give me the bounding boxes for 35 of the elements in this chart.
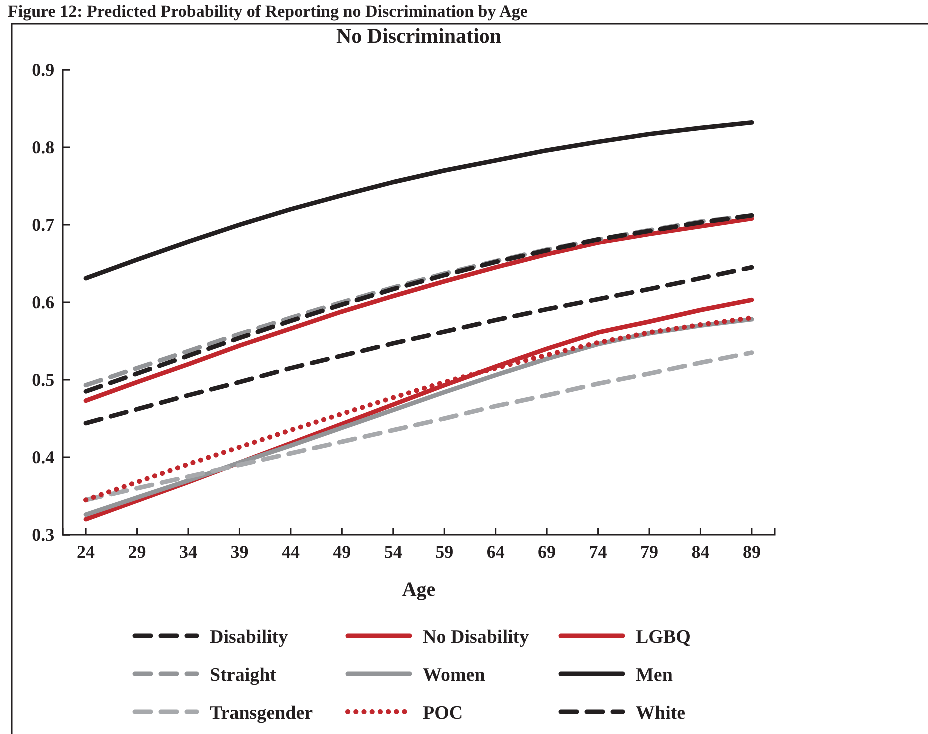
x-axis-title: Age [402,579,436,601]
x-tick-label: 59 [436,542,454,562]
legend-label: Straight [210,665,278,686]
x-tick-label: 54 [384,542,402,562]
y-tick-label: 0.5 [32,370,55,390]
x-tick-label: 49 [333,542,352,562]
x-tick-label: 24 [77,542,96,562]
y-tick-label: 0.3 [32,524,55,545]
y-tick-label: 0.8 [32,137,55,158]
x-tick-label: 74 [589,542,608,562]
x-tick-label: 39 [230,542,249,562]
legend-label: White [636,703,686,724]
legend-label: Men [636,665,674,686]
line-series [84,265,754,426]
x-tick-label: 79 [640,542,659,562]
y-tick-label: 0.6 [32,292,55,312]
x-tick-label: 29 [128,542,146,562]
legend-label: LGBQ [636,627,691,648]
x-tick-label: 69 [538,542,556,562]
x-tick-label: 64 [486,542,505,562]
x-tick-label: 89 [742,542,761,562]
x-tick-label: 44 [282,542,300,562]
chart-subtitle: No Discrimination [336,24,502,48]
y-tick-label: 0.9 [32,60,55,80]
legend-label: Disability [210,627,289,648]
legend-label: No Disability [423,627,530,648]
legend-label: Women [423,665,486,686]
chart-title: Figure 12: Predicted Probability of Reporting no Discrimination by Age [8,2,528,21]
line-series [84,120,754,281]
x-tick-label: 34 [179,542,198,562]
legend-label: POC [423,703,464,724]
legend-label: Transgender [210,703,314,724]
y-tick-label: 0.4 [32,447,55,468]
y-tick-label: 0.7 [32,214,55,235]
x-tick-label: 84 [692,542,710,562]
